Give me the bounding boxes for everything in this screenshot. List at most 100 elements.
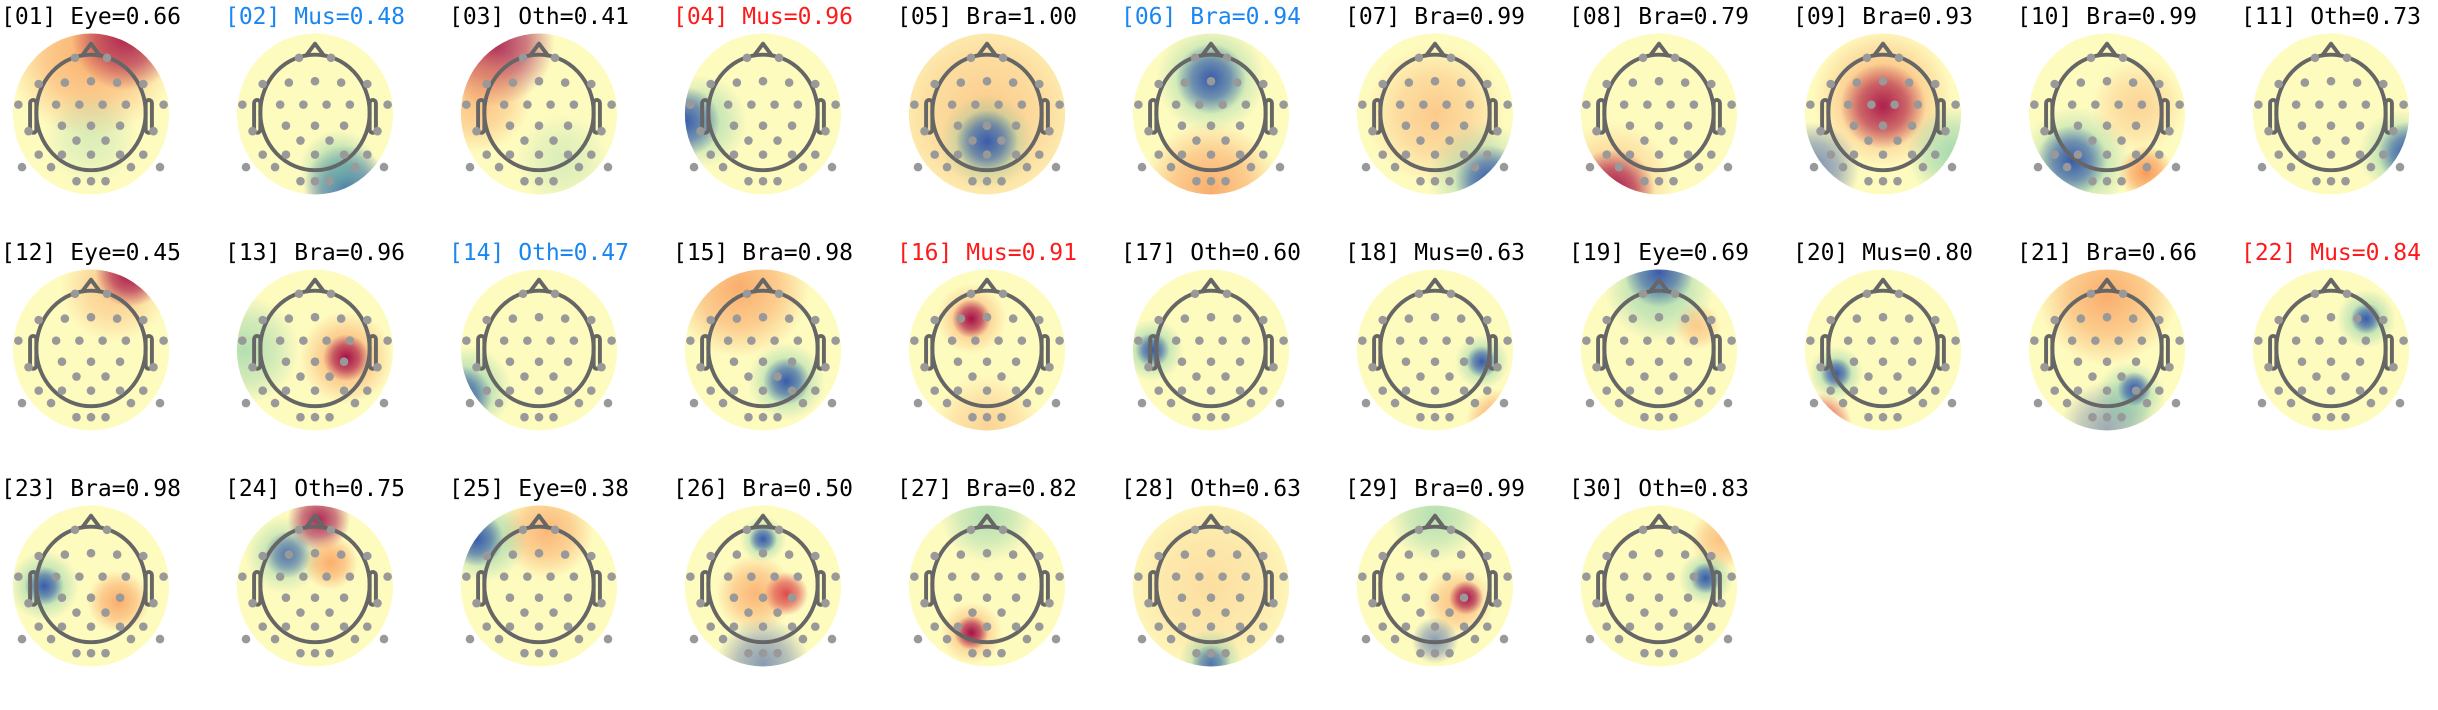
electrode	[534, 648, 544, 658]
activation-blob	[951, 299, 991, 339]
activation-blob	[44, 90, 138, 185]
electrode	[121, 100, 131, 109]
electrode	[2326, 357, 2336, 367]
electrode	[72, 648, 81, 658]
electrode	[729, 121, 739, 131]
electrode	[1619, 336, 1629, 345]
electrode	[1442, 100, 1451, 109]
electrode	[998, 289, 1008, 299]
electrode	[1456, 78, 1466, 87]
activation-blob	[955, 110, 1019, 173]
electrode	[2062, 162, 2072, 172]
electrode	[910, 336, 919, 345]
component-30: [30] Oth=0.83	[1568, 474, 1792, 710]
electrode	[2312, 412, 2321, 422]
electrode	[75, 572, 84, 581]
electrode	[747, 572, 756, 581]
electrode	[586, 386, 596, 395]
electrode	[1166, 634, 1176, 644]
electrode	[910, 572, 919, 581]
nose-icon	[80, 513, 102, 530]
electrode	[238, 336, 247, 345]
electrode	[994, 100, 1003, 109]
electrode	[930, 315, 940, 325]
electrode	[1602, 79, 1612, 89]
electrode	[1625, 121, 1635, 131]
electrode	[2073, 357, 2083, 367]
electrode	[1034, 79, 1044, 89]
electrode	[1459, 593, 1469, 603]
electrode	[982, 622, 992, 631]
electrode	[138, 622, 148, 631]
electrode	[1416, 608, 1425, 617]
electrode	[1643, 100, 1652, 109]
electrode	[1017, 336, 1027, 345]
electrode	[299, 100, 308, 109]
electrode	[115, 357, 125, 367]
electrode	[482, 622, 492, 631]
electrode	[17, 634, 27, 644]
electrode	[258, 315, 268, 325]
nose-icon	[1648, 41, 1670, 58]
electrode	[1445, 412, 1454, 422]
electrode	[2395, 398, 2405, 408]
electrode	[2114, 100, 2123, 109]
electrode	[472, 126, 481, 136]
electrode	[1258, 150, 1268, 159]
electrode	[831, 100, 840, 109]
electrode	[383, 336, 392, 345]
electrode	[310, 312, 320, 322]
electrode	[57, 593, 67, 603]
ear-icon	[1935, 333, 1946, 371]
electrode	[505, 386, 515, 395]
electrode	[1404, 550, 1414, 559]
electrode	[1171, 100, 1181, 109]
electrode	[586, 150, 596, 159]
electrode	[345, 572, 355, 581]
electrode	[1401, 150, 1411, 159]
topomap	[236, 505, 394, 667]
electrode	[518, 525, 528, 535]
electrode	[325, 372, 334, 381]
electrode	[1625, 386, 1635, 395]
electrode	[2378, 386, 2388, 395]
electrode	[2033, 398, 2043, 408]
electrode	[597, 126, 606, 136]
electrode	[706, 551, 716, 561]
electrode	[827, 634, 837, 644]
ear-icon	[1711, 333, 1722, 371]
electrode	[793, 572, 803, 581]
topomap	[1580, 505, 1738, 667]
electrode	[1241, 336, 1251, 345]
electrode	[1235, 622, 1245, 631]
electrode	[953, 357, 963, 367]
component-3: [03] Oth=0.41	[448, 2, 672, 238]
electrode	[1614, 398, 1624, 408]
electrode	[1180, 314, 1190, 323]
electrode	[322, 572, 331, 581]
electrode	[2102, 357, 2112, 367]
component-13: [13] Bra=0.96	[224, 238, 448, 474]
ear-icon	[1596, 97, 1607, 135]
ear-icon	[1039, 569, 1050, 607]
electrode	[1177, 622, 1187, 631]
electrode	[1430, 76, 1440, 86]
electrode	[1727, 336, 1736, 345]
electrode	[1144, 126, 1153, 136]
electrode	[1654, 176, 1664, 186]
electrode	[603, 162, 613, 172]
electrode	[2378, 315, 2388, 325]
electrode	[2257, 398, 2267, 408]
electrode	[1878, 412, 1888, 422]
nose-icon	[304, 513, 326, 530]
electrode	[1849, 121, 1859, 131]
electrode	[112, 78, 122, 87]
electrode	[2102, 76, 2112, 86]
electrode	[1680, 550, 1690, 559]
electrode	[1654, 357, 1664, 367]
electrode	[149, 362, 158, 372]
electrode	[774, 525, 784, 535]
electrode	[744, 136, 753, 145]
electrode	[597, 362, 606, 372]
electrode	[689, 398, 699, 408]
